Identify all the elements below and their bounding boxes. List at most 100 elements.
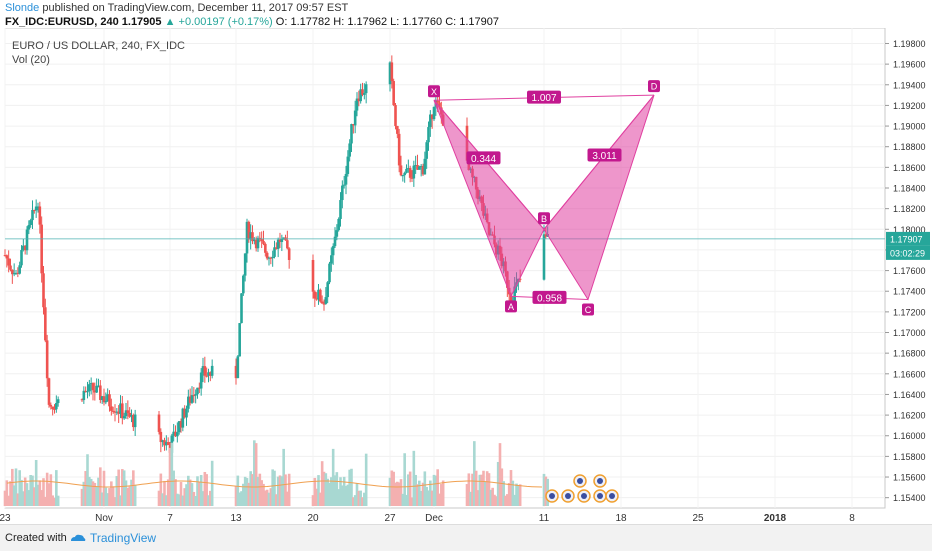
candle-body [427, 127, 430, 143]
candle-body [209, 372, 212, 376]
price-tick-label: 1.17400 [893, 287, 926, 297]
volume-bar [515, 483, 518, 506]
candle-body [56, 399, 60, 403]
volume-bar [242, 483, 245, 506]
volume-bar [275, 494, 278, 506]
volume-bar [427, 490, 430, 506]
candle-body [429, 114, 432, 128]
price-tick-label: 1.17000 [893, 328, 926, 338]
volume-bar [89, 478, 93, 506]
candle-body [130, 414, 133, 417]
candle-body [399, 165, 403, 176]
volume-bar [418, 480, 421, 506]
volume-bar [188, 479, 192, 506]
time-tick-label: 20 [307, 513, 319, 524]
volume-bar [97, 477, 100, 506]
volume-bar [84, 471, 87, 506]
event-flag-center [597, 478, 603, 484]
volume-bar [403, 453, 406, 506]
candle-body [245, 221, 249, 254]
pattern-ratio-label: 3.011 [592, 151, 617, 162]
volume-bar [194, 495, 197, 506]
volume-bar [247, 482, 251, 506]
time-tick-label: Nov [95, 513, 113, 524]
volume-bar [359, 490, 362, 506]
candle-body [49, 404, 53, 407]
candle-body [243, 253, 247, 276]
candle-body [203, 366, 207, 376]
candle-body [408, 168, 412, 178]
candle-body [276, 239, 280, 249]
volume-bar [357, 490, 361, 506]
volume-bar [271, 469, 274, 506]
volume-bar [286, 491, 289, 506]
volume-bar [5, 480, 9, 506]
candle-body [394, 105, 397, 126]
price-tick-label: 1.18000 [893, 225, 926, 235]
volume-bar [482, 470, 485, 506]
candle-body [236, 356, 240, 379]
candle-body [352, 124, 355, 126]
volume-bar [363, 492, 366, 506]
candle-body [194, 394, 197, 396]
volume-bar [441, 480, 445, 506]
candle-body [9, 265, 12, 270]
tradingview-brand[interactable]: TradingView [90, 531, 157, 545]
candle-body [86, 391, 89, 393]
candle-body [287, 248, 291, 260]
volume-bar [473, 441, 476, 506]
candle-body [392, 81, 395, 106]
volume-bar [80, 488, 84, 506]
countdown-box [886, 245, 930, 260]
candle-body [183, 408, 186, 418]
volume-bar [264, 490, 267, 506]
candle-body [423, 158, 427, 175]
candle-body [262, 240, 265, 244]
symbol-line: FX_IDC:EURUSD, 240 1.17905 ▲ +0.00197 (+… [5, 16, 499, 28]
volume-bar [315, 488, 318, 506]
candle-body [199, 372, 203, 389]
volume-bar [53, 497, 56, 506]
event-flag-center [549, 493, 555, 499]
volume-bar [115, 476, 119, 506]
candle-body [359, 89, 362, 102]
price-chart[interactable]: 1.19800 1.19600 1.19400 1.19200 1.19000 1.188… [0, 28, 932, 524]
economic-event-icons [545, 474, 619, 503]
volume-bar [392, 471, 395, 506]
volume-bar [498, 443, 502, 506]
volume-bar [267, 492, 271, 506]
volume-bar [56, 495, 60, 506]
candle-body [260, 239, 263, 241]
volume-bar [25, 483, 29, 506]
pattern-line-bd [543, 94, 655, 230]
candle-body [416, 165, 419, 170]
time-tick-label: 18 [615, 513, 627, 524]
volume-bar [342, 476, 346, 506]
volume-bar [313, 477, 317, 506]
candle-body [438, 102, 441, 108]
candle-body [80, 399, 84, 401]
author-link[interactable]: Slonde [5, 2, 40, 14]
candle-body [5, 255, 9, 259]
price-tick-label: 1.16600 [893, 369, 926, 379]
volume-bar [157, 490, 161, 506]
candle-body [355, 98, 359, 111]
volume-bar [163, 480, 166, 506]
time-tick-label: 11 [539, 513, 550, 524]
candle-body [104, 401, 108, 403]
volume-bar [104, 487, 108, 506]
candle-body [47, 378, 51, 405]
pattern-point-label: C [585, 305, 592, 315]
pattern-ratio-label: 0.958 [537, 293, 562, 304]
candle-body [401, 175, 405, 177]
price-tick-label: 1.18200 [893, 204, 926, 214]
candle-body [27, 224, 31, 230]
price-tick-label: 1.19400 [893, 80, 926, 90]
volume-bar [544, 476, 548, 506]
candle-body [350, 124, 353, 144]
candle-body [265, 252, 269, 259]
candle-body [181, 408, 185, 428]
candle-body [34, 206, 38, 211]
volume-bar [438, 493, 441, 506]
volume-bar [199, 475, 203, 506]
